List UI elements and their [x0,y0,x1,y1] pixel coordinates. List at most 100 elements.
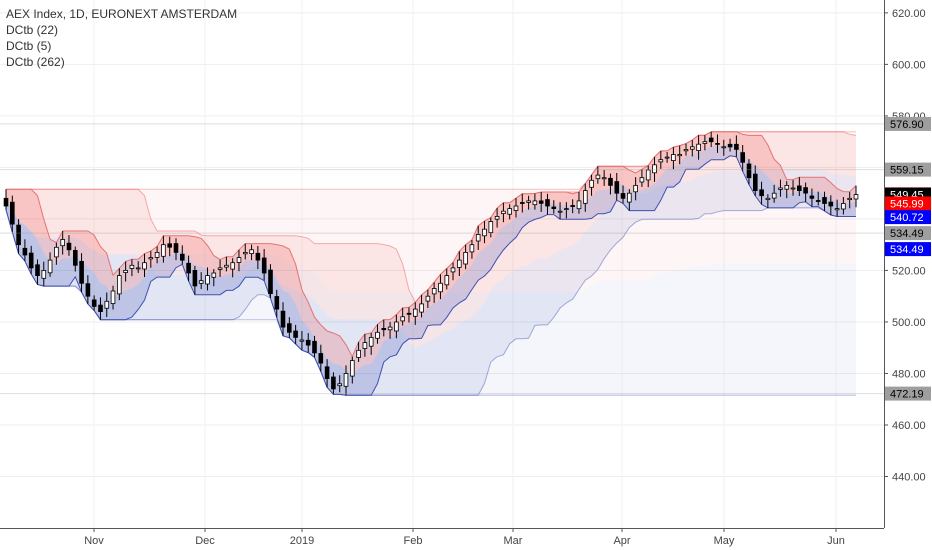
candle-body [230,262,236,270]
candle-body [538,200,544,204]
candle-body [356,349,361,358]
chart-legend: AEX Index, 1D, EURONEXT AMSTERDAM DCtb (… [6,6,237,70]
candle-body [450,267,456,273]
candle-body [658,159,664,163]
price-tick-label: 440.00 [892,471,926,483]
candle-body [734,143,739,150]
candle-body [16,224,21,246]
price-badge-label: 559.15 [890,165,924,177]
legend-title: AEX Index, 1D, EURONEXT AMSTERDAM [6,7,238,21]
candle-body [79,260,84,284]
candle-body [54,246,59,258]
grid-lines [0,0,884,528]
candle-body [135,267,141,270]
candle-body [305,339,311,346]
candle-body [318,353,324,364]
candle-body [236,257,242,263]
candle-body [280,310,286,328]
time-tick-label: Jun [827,535,845,547]
candle-body [633,184,638,193]
candle-body [620,193,626,199]
candle-body [671,154,676,161]
candle-body [35,264,40,276]
candle-body [601,177,607,180]
price-badge-gray [885,116,931,131]
candle-body [400,316,405,322]
candle-body [419,303,424,313]
candle-body [438,282,443,293]
candle-body [299,339,305,342]
candle-body [753,173,758,192]
candle-body [331,376,336,390]
price-badge-label: 534.49 [890,244,924,256]
candle-body [173,243,179,253]
candle-body [179,253,185,261]
candle-body [337,383,342,387]
candle-body [91,299,97,307]
time-tick-label: 2019 [290,535,314,547]
candle-body [778,187,783,190]
candle-body [570,205,575,207]
legend-indicator-5[interactable]: DCtb (5) [6,39,52,53]
price-tick-label: 460.00 [892,420,926,432]
time-axis: Nov Dec 2019 Feb Mar Apr May Jun [0,528,884,547]
candle-body [614,181,620,194]
candle-body [784,184,790,190]
candle-body [349,360,355,377]
candle-body [255,252,261,261]
price-axis-bg [884,0,932,550]
time-tick-label: Mar [504,535,523,547]
candle-body [362,342,368,349]
candle-body [117,275,122,295]
candle-body [249,249,254,255]
price-badge-red [885,196,931,211]
candle-body [507,208,512,215]
legend-indicator-22[interactable]: DCtb (22) [6,23,59,37]
price-badge-label: 534.49 [890,228,924,240]
candle-body [690,146,695,150]
price-badge-label: 545.99 [890,199,924,211]
candle-body [746,163,752,179]
candle-body [627,192,632,203]
candle-body [41,269,47,279]
candle-body [715,142,720,145]
donchian-5-lower-fill [6,143,856,396]
candle-body [708,137,714,143]
candle-body [161,244,166,257]
candle-body [286,323,292,333]
price-badges: 576.90559.15549.53549.45545.99540.72534.… [0,116,931,401]
candle-body [186,262,191,274]
candle-body [73,249,78,266]
price-badge-gray [885,162,931,177]
time-tick-label: May [714,535,735,547]
candle-body [198,280,204,284]
price-badge-label: 576.90 [890,119,924,131]
candle-body [702,141,708,144]
candle-body [488,221,494,234]
price-badge-blue [885,242,931,257]
donchian-262-lower-fill [6,199,856,396]
donchian-22-upper-fill [6,131,856,349]
candle-body [721,146,727,149]
candle-body [312,340,317,354]
candle-body [797,185,802,191]
candle-body [9,201,15,225]
candle-body [475,233,481,242]
candle-body [110,290,116,305]
candle-body [224,264,229,268]
donchian-262-lower-line [5,209,856,396]
candle-body [809,195,815,199]
candle-body [129,264,135,269]
legend-indicator-262[interactable]: DCtb (262) [6,55,65,69]
candle-body [412,308,418,317]
candle-body [790,187,796,190]
candle-body [841,203,846,210]
candle-body [759,189,764,197]
candle-body [803,187,808,194]
price-badge-label: 472.19 [890,389,924,401]
candle-body [834,208,840,211]
candle-body [645,169,651,181]
candle-body [211,272,217,278]
